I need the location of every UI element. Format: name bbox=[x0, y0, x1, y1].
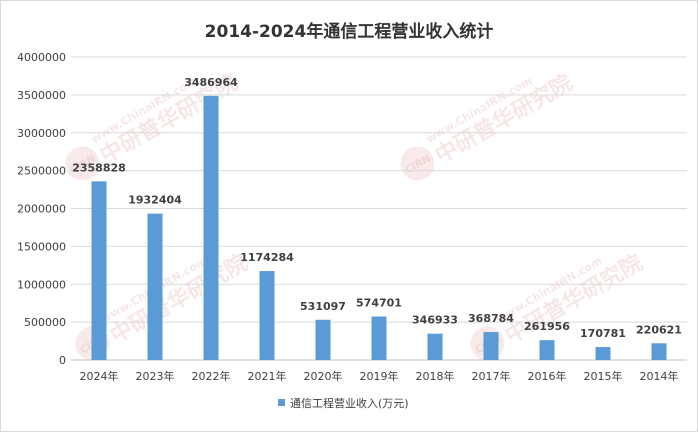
data-label: 574701 bbox=[356, 296, 402, 309]
x-axis: 2024年 2023年 2022年 2021年 2020年 2019年 2018年 2017年… bbox=[80, 369, 679, 383]
y-tick-label: 4000000 bbox=[17, 51, 66, 64]
y-tick-label: 1000000 bbox=[17, 278, 66, 291]
data-label: 170781 bbox=[580, 327, 626, 340]
y-axis: 0 500000 1000000 1500000 2000000 2500000 30000… bbox=[17, 51, 66, 367]
x-tick-label: 2019年 bbox=[360, 369, 399, 383]
legend: 通信工程营业收入(万元) bbox=[278, 396, 409, 410]
watermark-logo-icon bbox=[65, 146, 100, 181]
x-tick-label: 2022年 bbox=[192, 369, 231, 383]
bar bbox=[147, 213, 163, 360]
data-label: 2358828 bbox=[72, 161, 126, 174]
legend-label: 通信工程营业收入(万元) bbox=[290, 396, 409, 410]
bar bbox=[539, 340, 555, 360]
x-tick-label: 2023年 bbox=[136, 369, 175, 383]
y-tick-label: 0 bbox=[59, 354, 66, 367]
y-tick-label: 3000000 bbox=[17, 127, 66, 140]
bar bbox=[203, 95, 219, 360]
data-labels: 2358828 1932404 3486964 1174284 531097 574701… bbox=[72, 76, 682, 340]
x-tick-label: 2016年 bbox=[528, 369, 567, 383]
data-label: 531097 bbox=[300, 300, 346, 313]
y-tick-label: 2500000 bbox=[17, 165, 66, 178]
data-label: 220621 bbox=[636, 323, 682, 336]
x-tick-label: 2024年 bbox=[80, 369, 119, 383]
x-tick-label: 2017年 bbox=[472, 369, 511, 383]
y-tick-label: 2000000 bbox=[17, 203, 66, 216]
data-label: 346933 bbox=[412, 314, 458, 327]
data-label: 3486964 bbox=[184, 76, 238, 89]
bar bbox=[427, 333, 443, 360]
bar bbox=[371, 316, 387, 360]
legend-item: 通信工程营业收入(万元) bbox=[278, 396, 409, 410]
x-tick-label: 2018年 bbox=[416, 369, 455, 383]
bar bbox=[595, 347, 611, 360]
bar bbox=[483, 332, 499, 360]
x-tick-label: 2021年 bbox=[248, 369, 287, 383]
y-tick-label: 500000 bbox=[24, 316, 66, 329]
chart-title: 2014-2024年通信工程营业收入统计 bbox=[205, 21, 494, 42]
bar bbox=[91, 181, 107, 360]
data-label: 1174284 bbox=[240, 251, 294, 264]
x-tick-label: 2014年 bbox=[640, 369, 679, 383]
y-tick-label: 1500000 bbox=[17, 240, 66, 253]
data-label: 1932404 bbox=[128, 194, 182, 207]
legend-swatch bbox=[278, 399, 285, 406]
bar bbox=[315, 319, 331, 360]
x-tick-label: 2020年 bbox=[304, 369, 343, 383]
y-tick-label: 3500000 bbox=[17, 89, 66, 102]
bar bbox=[651, 343, 667, 360]
data-label: 261956 bbox=[524, 320, 570, 333]
bar-series bbox=[91, 95, 667, 360]
data-label: 368784 bbox=[468, 312, 514, 325]
x-tick-label: 2015年 bbox=[584, 369, 623, 383]
bar bbox=[259, 271, 275, 360]
watermark-logo-icon bbox=[400, 146, 435, 181]
